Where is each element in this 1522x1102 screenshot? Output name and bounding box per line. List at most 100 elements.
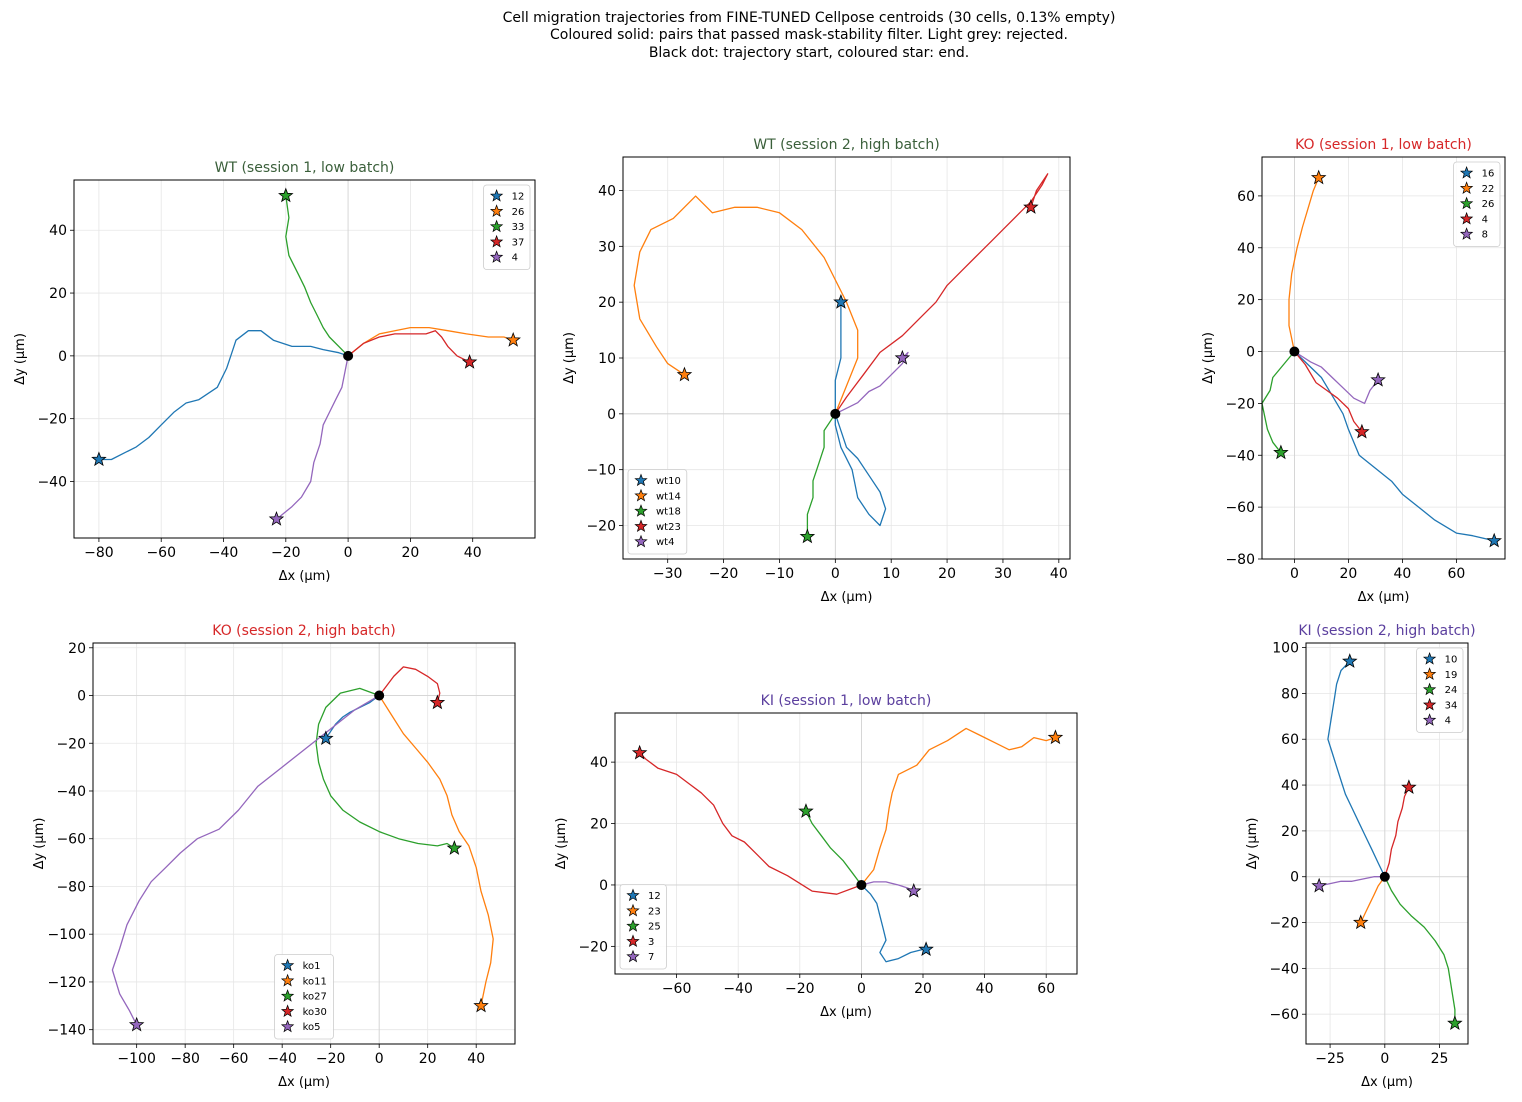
end-star-wt14 <box>676 366 693 382</box>
trajectory-ko5 <box>111 694 380 1026</box>
x-axis-label: Δx (μm) <box>820 1005 872 1020</box>
y-tick-label: 0 <box>77 689 86 705</box>
legend-star-22 <box>1459 181 1474 194</box>
x-tick-label: −40 <box>267 1051 297 1067</box>
legend-star-ko30 <box>280 1004 295 1018</box>
end-star-19 <box>1352 914 1369 930</box>
start-dot <box>374 690 385 701</box>
trajectory-12 <box>860 884 927 963</box>
trajectory-16 <box>1293 351 1495 542</box>
axes-frame <box>614 712 1078 975</box>
x-tick-label: −20 <box>271 545 301 561</box>
y-tick-label: −80 <box>56 879 86 895</box>
figure-suptitle-line-2: Coloured solid: pairs that passed mask-s… <box>550 27 1068 43</box>
y-tick-label: −100 <box>48 927 86 943</box>
end-star-8 <box>1370 371 1386 387</box>
end-star-33 <box>278 187 294 203</box>
legend-label-4: 4 <box>512 253 518 264</box>
x-tick-label: 0 <box>344 545 353 561</box>
x-tick-label: 0 <box>857 981 866 997</box>
end-star-23 <box>1047 729 1064 745</box>
trajectory-ko11 <box>378 695 494 1006</box>
y-tick-label: 30 <box>598 239 616 255</box>
x-tick-label: −40 <box>209 545 239 561</box>
x-tick-label: 20 <box>1339 566 1357 582</box>
y-tick-label: 20 <box>68 641 86 657</box>
legend-label-25: 25 <box>648 922 661 933</box>
x-tick-label: −30 <box>653 566 683 582</box>
end-star-wt23 <box>1023 199 1039 214</box>
end-star-26 <box>1273 444 1289 460</box>
trajectory-34 <box>1384 787 1410 877</box>
y-axis-label: Δy (μm) <box>32 818 47 870</box>
y-tick-label: 20 <box>49 286 67 302</box>
legend-box <box>1453 161 1501 247</box>
end-star-ko1 <box>318 730 334 746</box>
x-tick-label: 30 <box>994 566 1012 582</box>
legend-box <box>483 184 531 270</box>
y-tick-label: −60 <box>56 832 86 848</box>
legend-label-4: 4 <box>1445 716 1451 727</box>
end-star-16 <box>1486 532 1502 548</box>
y-axis-label: Δy (μm) <box>554 818 569 870</box>
trajectory-25 <box>805 811 862 886</box>
x-tick-label: 20 <box>419 1051 437 1067</box>
legend-label-wt4: wt4 <box>656 537 674 548</box>
legend-star-8 <box>1459 227 1474 240</box>
y-tick-label: 0 <box>1246 345 1255 361</box>
y-tick-label: 0 <box>599 878 608 894</box>
y-tick-label: 60 <box>1281 732 1299 748</box>
trajectory-22 <box>1288 177 1320 352</box>
x-tick-label: −10 <box>765 566 795 582</box>
x-tick-label: −20 <box>316 1051 346 1067</box>
trajectory-wt23 <box>834 173 1049 415</box>
x-tick-label: −60 <box>146 545 176 561</box>
panel-title: WT (session 1, low batch) <box>215 160 395 176</box>
figure-suptitle-line-3: Black dot: trajectory start, coloured st… <box>649 45 969 61</box>
y-tick-label: 40 <box>590 755 608 771</box>
x-tick-label: −20 <box>785 981 815 997</box>
trajectory-10 <box>1327 660 1386 877</box>
end-star-12 <box>918 941 934 957</box>
trajectory-12 <box>98 330 349 461</box>
legend-star-37 <box>489 234 504 248</box>
figure-suptitle-line-1: Cell migration trajectories from FINE-TU… <box>503 10 1116 26</box>
y-tick-label: −40 <box>56 784 86 800</box>
panel-title: KI (session 2, high batch) <box>1298 623 1475 639</box>
end-star-25 <box>798 803 814 818</box>
legend-star-34 <box>1422 697 1437 711</box>
axes-frame <box>73 179 536 539</box>
legend-star-24 <box>1422 682 1437 696</box>
legend: 10 19 24 34 4 <box>1416 647 1464 733</box>
legend-label-3: 3 <box>648 937 654 948</box>
panel-3: 0 20 40 60 −80 −60 −40 −20 0 20 40 60 KO (session 1,… <box>1201 137 1506 605</box>
legend: wt10 wt14 wt18 wt23 wt4 <box>627 469 688 555</box>
trajectory-4 <box>276 355 349 520</box>
panel-4: −100 −80 −60 −40 −20 0 20 40 −140 −120 −100 −80 −60 −… <box>32 623 516 1090</box>
legend-star-wt14 <box>634 488 648 502</box>
legend-star-4 <box>489 250 504 263</box>
legend-star-3 <box>626 934 640 948</box>
trajectory-24 <box>1384 876 1456 1024</box>
axes-frame <box>1261 156 1506 560</box>
x-tick-label: −100 <box>117 1051 155 1067</box>
legend-star-wt18 <box>634 504 648 517</box>
y-tick-label: −10 <box>586 463 616 479</box>
legend-label-ko30: ko30 <box>303 1007 327 1018</box>
x-axis-label: Δx (μm) <box>1361 1075 1413 1090</box>
x-tick-label: 25 <box>1431 1051 1449 1067</box>
panel-2: −30 −20 −10 0 10 20 30 40 −20 −10 0 10 20 30 40 WT (ses… <box>562 137 1071 605</box>
y-axis-label: Δy (μm) <box>1201 332 1216 384</box>
y-tick-label: 0 <box>607 407 616 423</box>
legend-box <box>1416 647 1464 733</box>
start-dot <box>856 879 867 890</box>
end-star-24 <box>1447 1015 1463 1030</box>
x-axis-label: Δx (μm) <box>821 590 873 605</box>
x-tick-label: −60 <box>219 1051 249 1067</box>
y-tick-label: 60 <box>1237 189 1255 205</box>
y-tick-label: −40 <box>37 474 67 490</box>
y-tick-label: −140 <box>48 1023 86 1039</box>
legend-label-ko5: ko5 <box>303 1022 321 1033</box>
legend-star-33 <box>489 219 504 233</box>
end-star-4 <box>268 511 285 526</box>
